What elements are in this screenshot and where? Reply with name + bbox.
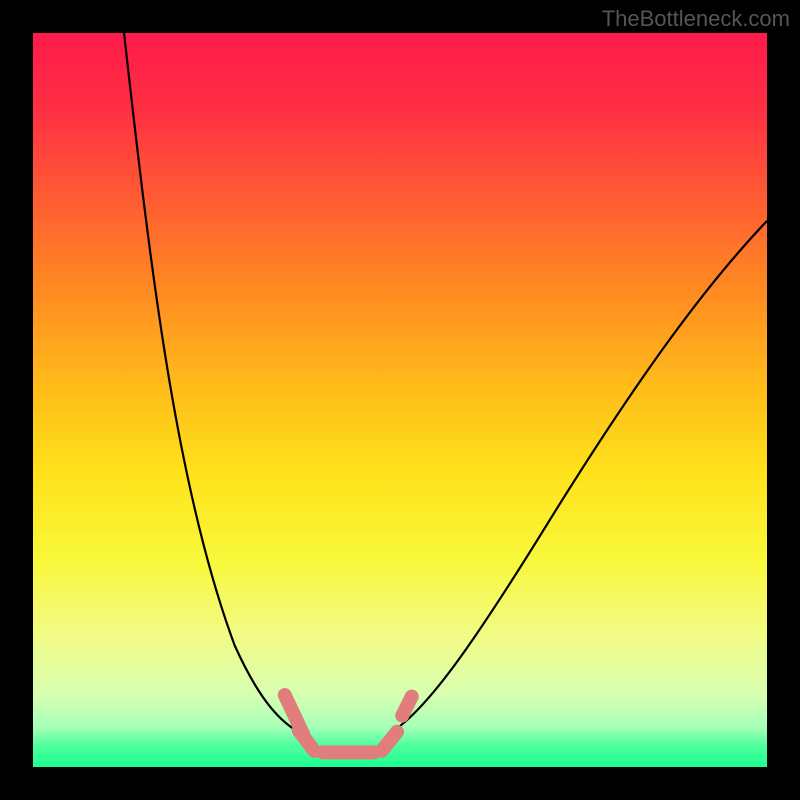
- curve-left: [124, 33, 294, 729]
- chart-plot-area: [33, 33, 767, 767]
- valley-highlight: [285, 695, 412, 752]
- curve-right: [396, 221, 767, 729]
- chart-curves: [33, 33, 767, 767]
- watermark-text: TheBottleneck.com: [602, 6, 790, 32]
